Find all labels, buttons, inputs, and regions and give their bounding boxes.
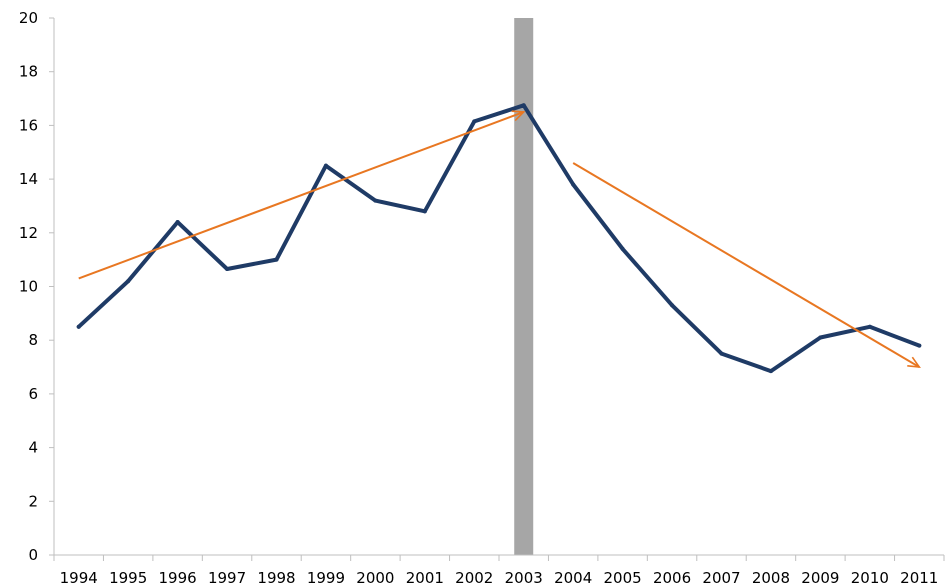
x-tick-label: 2001 (406, 569, 444, 587)
series-layer (76, 103, 922, 374)
y-tick-label: 0 (28, 546, 38, 564)
series-line-0 (76, 103, 922, 374)
y-tick-label: 10 (19, 278, 38, 296)
x-tick-label: 2004 (554, 569, 592, 587)
x-tick-label: 2003 (505, 569, 543, 587)
data-point-1995 (126, 279, 131, 284)
x-tick-label: 2005 (604, 569, 642, 587)
x-tick-label: 2008 (752, 569, 790, 587)
x-tick-label: 2007 (702, 569, 740, 587)
data-point-2005 (620, 246, 625, 251)
highlight-band-2003 (514, 18, 534, 555)
data-point-2008 (768, 369, 773, 374)
y-tick-label: 4 (28, 439, 38, 457)
data-point-2009 (818, 335, 823, 340)
y-tick-label: 12 (19, 224, 38, 242)
data-point-2006 (670, 303, 675, 308)
x-tick-label: 1998 (257, 569, 295, 587)
data-point-2001 (422, 209, 427, 214)
x-tick-label: 1994 (60, 569, 98, 587)
y-tick-label: 2 (28, 492, 38, 510)
highlight-band-layer (514, 18, 534, 555)
data-point-1994 (76, 324, 81, 329)
trend-layer (78, 110, 921, 369)
x-tick-label: 2002 (455, 569, 493, 587)
data-point-2010 (867, 324, 872, 329)
y-tick-label: 18 (19, 63, 38, 81)
x-tick-label: 2011 (900, 569, 938, 587)
y-tick-label: 8 (28, 331, 38, 349)
x-tick-label: 1995 (109, 569, 147, 587)
y-tick-label: 14 (19, 170, 38, 188)
data-point-2003 (521, 103, 526, 108)
x-tick-label: 2006 (653, 569, 691, 587)
y-tick-label: 6 (28, 385, 38, 403)
x-tick-label: 2000 (356, 569, 394, 587)
data-point-2000 (373, 198, 378, 203)
data-point-2002 (472, 119, 477, 124)
data-point-2011 (917, 343, 922, 348)
data-point-1997 (225, 267, 230, 272)
data-point-2007 (719, 351, 724, 356)
data-point-1999 (323, 163, 328, 168)
x-tick-label: 2010 (851, 569, 889, 587)
y-tick-label: 20 (19, 9, 38, 27)
trend-arrow-0 (78, 110, 526, 280)
x-tick-label: 1999 (307, 569, 345, 587)
x-tick-label: 1996 (159, 569, 197, 587)
x-tick-label: 1997 (208, 569, 246, 587)
x-tick-label: 2009 (801, 569, 839, 587)
data-point-1996 (175, 220, 180, 225)
y-tick-label: 16 (19, 116, 38, 134)
data-point-1998 (274, 257, 279, 262)
data-point-2004 (571, 182, 576, 187)
axes-layer: 0 2 4 6 8 10 12 14 16 18 20 1994 1995 1996 1997 1998 199… (19, 9, 945, 587)
trend-arrow-1 (572, 162, 921, 369)
